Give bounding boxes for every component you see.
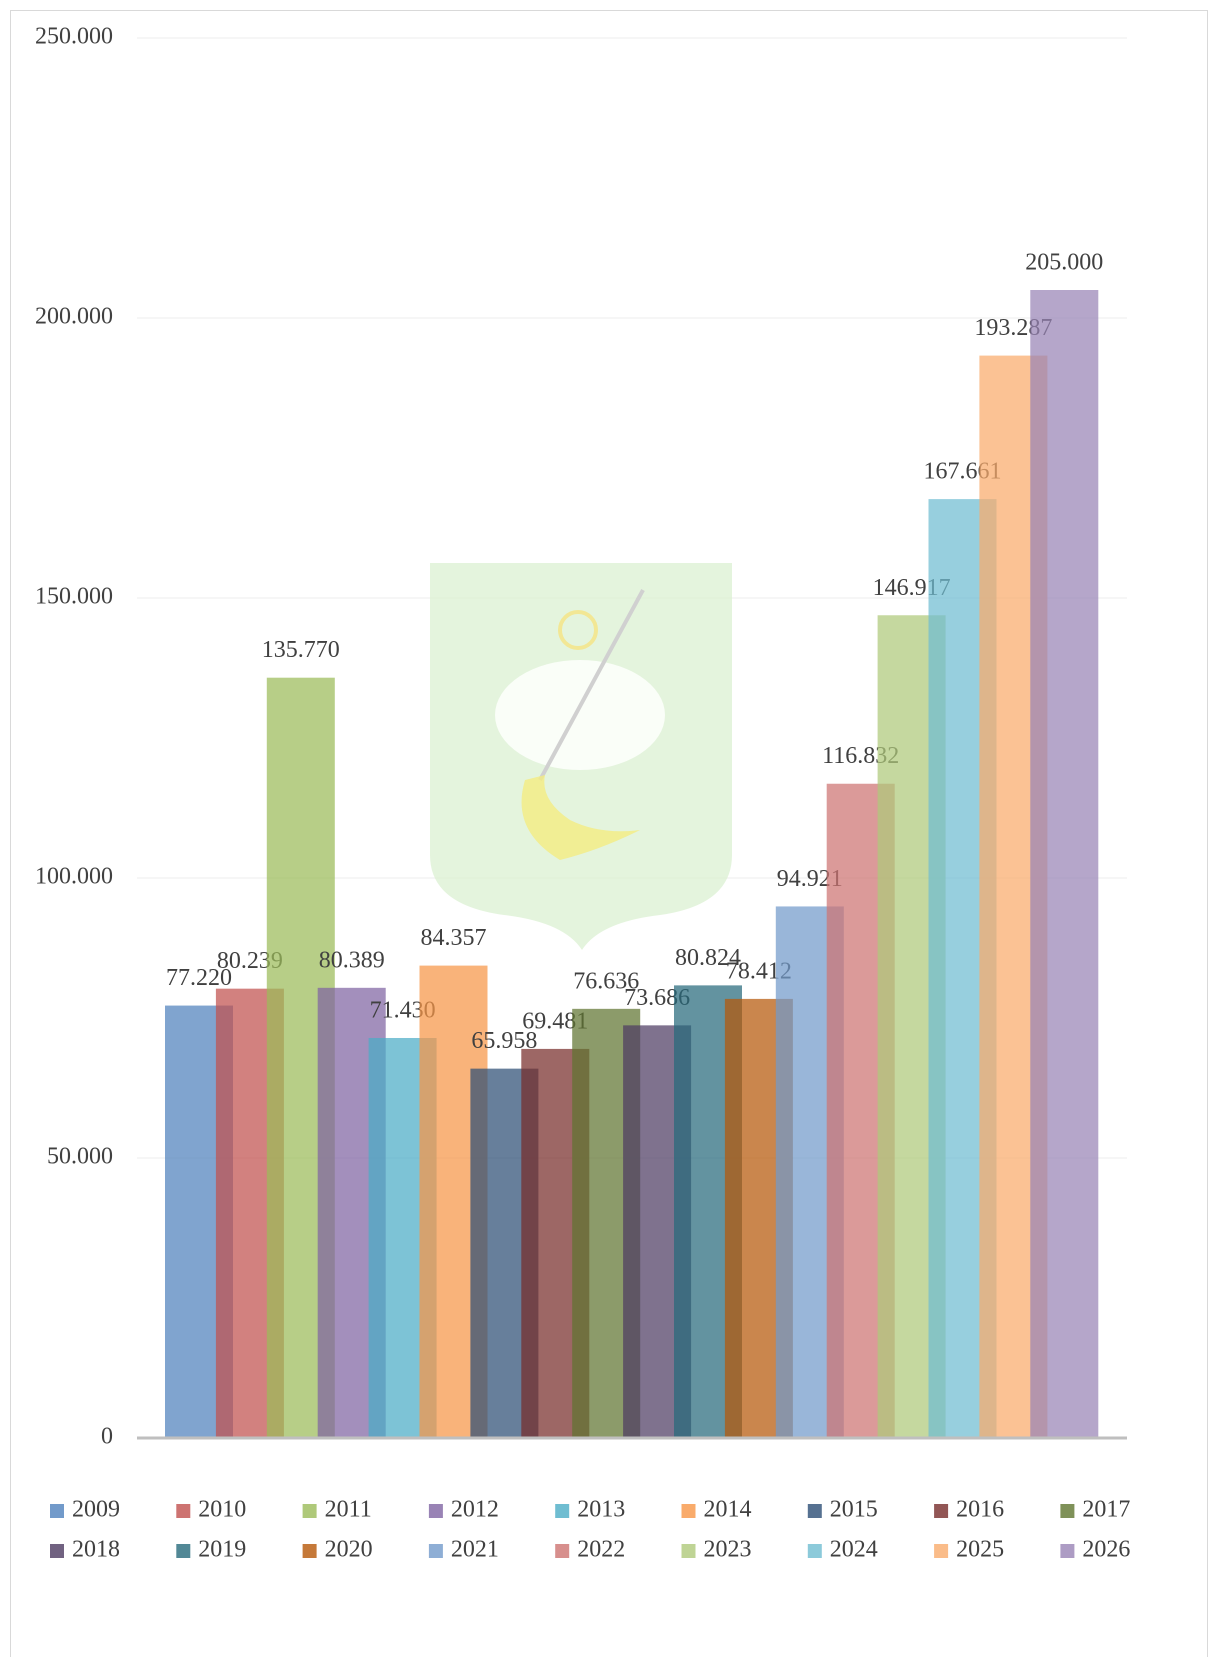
data-label: 76.636 [573,968,639,994]
legend: 2009 2010 2011 2012 2013 2014 2015 2016 2017 2018… [50,1497,1130,1563]
data-label: 80.824 [675,945,741,971]
y-tick-label: 0 [101,1424,113,1450]
legend-label: 2020 [325,1537,373,1563]
y-tick-label: 100.000 [35,864,113,890]
legend-swatch [1060,1544,1075,1558]
legend-label: 2022 [577,1537,625,1563]
legend-swatch [50,1504,64,1518]
legend-label: 2021 [451,1537,499,1563]
legend-swatch [934,1544,949,1558]
legend-swatch [555,1544,570,1558]
legend-swatch [1060,1504,1075,1518]
legend-swatch [50,1544,64,1558]
legend-label: 2014 [704,1497,752,1523]
bars: 77.22080.239135.77080.38971.43084.35765.… [165,250,1103,1439]
legend-label: 2010 [198,1497,246,1523]
data-label: 135.770 [262,637,340,663]
bar [1030,290,1099,1438]
legend-label: 2024 [830,1537,878,1563]
legend-label: 2015 [830,1497,878,1523]
legend-swatch [428,1544,443,1558]
legend-label: 2012 [451,1497,499,1523]
y-tick-label: 50.000 [47,1144,113,1170]
legend-swatch [807,1544,822,1558]
legend-label: 2023 [704,1537,752,1563]
legend-label: 2017 [1082,1497,1130,1523]
legend-swatch [302,1504,317,1518]
legend-swatch [681,1544,696,1558]
data-label: 77.220 [166,965,232,991]
legend-label: 2018 [72,1537,120,1563]
legend-label: 2019 [198,1537,246,1563]
legend-swatch [302,1544,317,1558]
chart-border [10,10,1208,1657]
legend-swatch [934,1504,949,1518]
y-tick-label: 250.000 [35,24,113,50]
y-tick-label: 200.000 [35,304,113,330]
legend-label: 2025 [956,1537,1004,1563]
legend-swatch [428,1504,443,1518]
legend-swatch [807,1504,822,1518]
legend-label: 2011 [325,1497,372,1523]
data-label: 205.000 [1025,250,1103,276]
legend-label: 2013 [577,1497,625,1523]
legend-label: 2026 [1082,1537,1130,1563]
y-tick-label: 150.000 [35,584,113,610]
legend-swatch [176,1504,191,1518]
watermark-emblem [430,563,732,950]
legend-label: 2009 [72,1497,120,1523]
data-label: 84.357 [421,925,487,951]
legend-swatch [176,1544,191,1558]
legend-label: 2016 [956,1497,1004,1523]
data-label: 80.389 [319,947,385,973]
legend-swatch [681,1504,696,1518]
legend-swatch [555,1504,570,1518]
